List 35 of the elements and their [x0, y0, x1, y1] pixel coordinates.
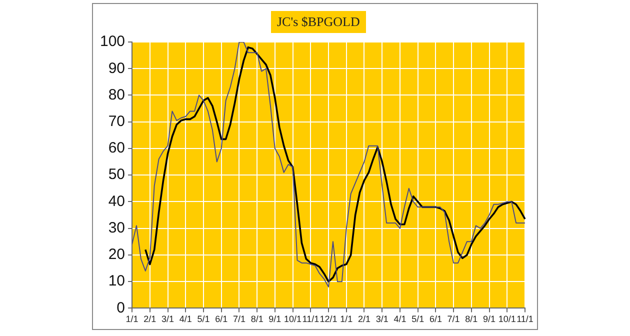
x-tick-label: 3/1 — [376, 314, 388, 324]
x-tick-label: 2/1 — [358, 314, 370, 324]
x-tick-label: 11/1 — [516, 314, 534, 324]
y-tick-label: 10 — [108, 272, 126, 290]
x-tick-label: 10/1 — [498, 314, 516, 324]
y-tick-label: 70 — [108, 113, 126, 130]
x-tick-label: 12/1 — [320, 314, 338, 324]
x-tick-label: 1/1 — [340, 314, 353, 324]
x-tick-label: 5/1 — [197, 314, 210, 324]
x-tick-label: 7/1 — [447, 314, 460, 324]
x-tick-label: 10/1 — [284, 314, 302, 324]
y-tick-label: 90 — [108, 60, 126, 77]
x-tick-label: 5/1 — [412, 314, 424, 324]
x-tick-label: 11/1 — [302, 314, 320, 324]
y-tick-label: 50 — [108, 166, 126, 184]
x-tick-label: 4/1 — [179, 314, 192, 324]
y-tick-label: 0 — [116, 299, 126, 316]
x-tick-label: 2/1 — [144, 314, 156, 324]
x-tick-label: 8/1 — [465, 314, 478, 324]
x-tick-label: 6/1 — [215, 314, 228, 324]
y-tick-label: 20 — [108, 246, 126, 264]
y-tick-label: 30 — [108, 219, 126, 236]
x-tick-label: 4/1 — [394, 314, 406, 324]
y-tick-label: 60 — [108, 140, 126, 157]
chart-title: JC's $BPGOLD — [271, 11, 366, 33]
y-tick-label: 100 — [100, 33, 126, 50]
x-tick-label: 6/1 — [429, 314, 442, 324]
x-tick-label: 8/1 — [250, 314, 264, 324]
x-tick-label: 3/1 — [161, 314, 174, 324]
y-tick-label: 40 — [108, 192, 126, 210]
x-tick-label: 7/1 — [232, 314, 246, 324]
x-tick-label: 1/1 — [126, 314, 138, 324]
y-tick-label: 80 — [108, 86, 126, 104]
x-tick-label: 9/1 — [268, 314, 282, 324]
x-tick-label: 9/1 — [483, 314, 496, 324]
